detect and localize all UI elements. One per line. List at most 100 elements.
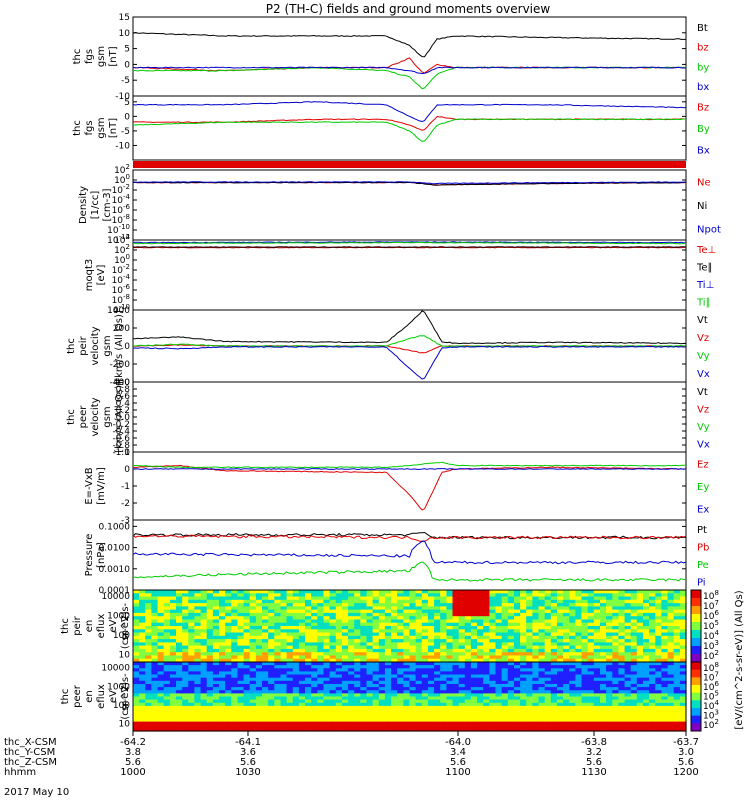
heatmap-cell bbox=[262, 622, 269, 627]
heatmap-cell bbox=[157, 616, 165, 621]
heatmap-cell bbox=[409, 690, 417, 694]
heatmap-cell bbox=[464, 632, 472, 637]
heatmap-cell bbox=[139, 674, 146, 679]
heatmap-cell bbox=[341, 662, 349, 666]
heatmap-cell bbox=[452, 712, 460, 716]
heatmap-cell bbox=[538, 690, 546, 694]
heatmap-cell bbox=[427, 655, 435, 660]
heatmap-cell bbox=[366, 599, 374, 604]
heatmap-cell bbox=[231, 590, 238, 594]
heatmap-cell bbox=[452, 662, 460, 666]
heatmap-cell bbox=[661, 612, 669, 617]
heatmap-cell bbox=[243, 603, 251, 607]
heatmap-cell bbox=[403, 662, 411, 666]
legend-By: By bbox=[697, 124, 710, 135]
heatmap-cell bbox=[397, 665, 404, 669]
heatmap-cell bbox=[311, 674, 318, 679]
heatmap-cell bbox=[280, 622, 288, 627]
heatmap-cell bbox=[643, 590, 650, 594]
heatmap-cell bbox=[225, 671, 232, 676]
heatmap-cell bbox=[206, 632, 214, 637]
heatmap-cell bbox=[458, 635, 466, 640]
heatmap-cell bbox=[397, 652, 404, 657]
heatmap-cell bbox=[323, 603, 331, 607]
heatmap-cell bbox=[194, 616, 202, 621]
heatmap-cell bbox=[403, 709, 411, 713]
heatmap-cell bbox=[464, 619, 472, 624]
heatmap-cell bbox=[507, 599, 515, 604]
heatmap-cell bbox=[557, 696, 564, 701]
heatmap-cell bbox=[532, 606, 540, 611]
heatmap-cell bbox=[219, 696, 226, 701]
heatmap-cell bbox=[176, 690, 183, 694]
heatmap-cell bbox=[323, 727, 331, 732]
heatmap-cell bbox=[323, 718, 331, 723]
heatmap-cell bbox=[219, 606, 226, 611]
heatmap-cell bbox=[317, 639, 324, 643]
heatmap-cell bbox=[354, 693, 361, 698]
heatmap-cell bbox=[286, 619, 294, 624]
heatmap-cell bbox=[501, 596, 509, 601]
heatmap-cell bbox=[286, 639, 294, 643]
heatmap-cell bbox=[563, 721, 570, 726]
heatmap-cell bbox=[200, 702, 208, 707]
heatmap-cell bbox=[661, 609, 669, 614]
heatmap-cell bbox=[434, 590, 441, 594]
heatmap-cell bbox=[643, 629, 650, 634]
heatmap-cell bbox=[311, 616, 318, 621]
heatmap-cell bbox=[145, 690, 152, 694]
heatmap-cell bbox=[378, 590, 386, 594]
tick-label: -1.0 bbox=[112, 448, 130, 458]
heatmap-cell bbox=[618, 639, 626, 643]
heatmap-cell bbox=[163, 629, 171, 634]
heatmap-cell bbox=[133, 629, 140, 634]
heatmap-cell bbox=[188, 648, 195, 653]
heatmap-cell bbox=[145, 696, 152, 701]
heatmap-cell bbox=[409, 665, 417, 669]
heatmap-cell bbox=[643, 655, 650, 660]
heatmap-cell bbox=[544, 662, 552, 666]
heatmap-cell bbox=[434, 612, 441, 617]
heatmap-cell bbox=[200, 603, 208, 607]
heatmap-cell bbox=[679, 612, 687, 617]
heatmap-cell bbox=[249, 677, 257, 682]
heatmap-cell bbox=[298, 626, 306, 630]
heatmap-cell bbox=[329, 680, 337, 685]
series-by bbox=[133, 66, 687, 90]
heatmap-cell bbox=[649, 599, 656, 604]
y-axis-label-line: [nT] bbox=[108, 46, 119, 66]
heatmap-cell bbox=[593, 632, 601, 637]
heatmap-cell bbox=[323, 658, 331, 663]
heatmap-cell bbox=[575, 671, 583, 676]
heatmap-cell bbox=[630, 599, 638, 604]
heatmap-cell bbox=[655, 632, 662, 637]
heatmap-cell bbox=[434, 596, 441, 601]
heatmap-cell bbox=[212, 715, 220, 719]
heatmap-cell bbox=[323, 655, 331, 660]
heatmap-cell bbox=[378, 674, 386, 679]
heatmap-cell bbox=[667, 609, 675, 614]
heatmap-cell bbox=[225, 655, 232, 660]
heatmap-cell bbox=[231, 702, 238, 707]
heatmap-cell bbox=[495, 626, 503, 630]
heatmap-cell bbox=[139, 596, 146, 601]
heatmap-cell bbox=[624, 629, 632, 634]
heatmap-cell bbox=[544, 705, 552, 710]
heatmap-cell bbox=[569, 652, 576, 657]
heatmap-cell bbox=[237, 645, 245, 650]
heatmap-cell bbox=[600, 616, 607, 621]
heatmap-cell bbox=[557, 687, 564, 691]
heatmap-cell bbox=[679, 599, 687, 604]
heatmap-cell bbox=[176, 705, 183, 710]
heatmap-cell bbox=[391, 652, 398, 657]
heatmap-cell bbox=[575, 612, 583, 617]
heatmap-cell bbox=[427, 635, 435, 640]
heatmap-cell bbox=[157, 599, 165, 604]
heatmap-cell bbox=[575, 658, 583, 663]
heatmap-cell bbox=[305, 599, 312, 604]
heatmap-cell bbox=[655, 705, 662, 710]
heatmap-cell bbox=[507, 648, 515, 653]
heatmap-cell bbox=[139, 712, 146, 716]
heatmap-cell bbox=[292, 635, 300, 640]
heatmap-cell bbox=[550, 690, 558, 694]
